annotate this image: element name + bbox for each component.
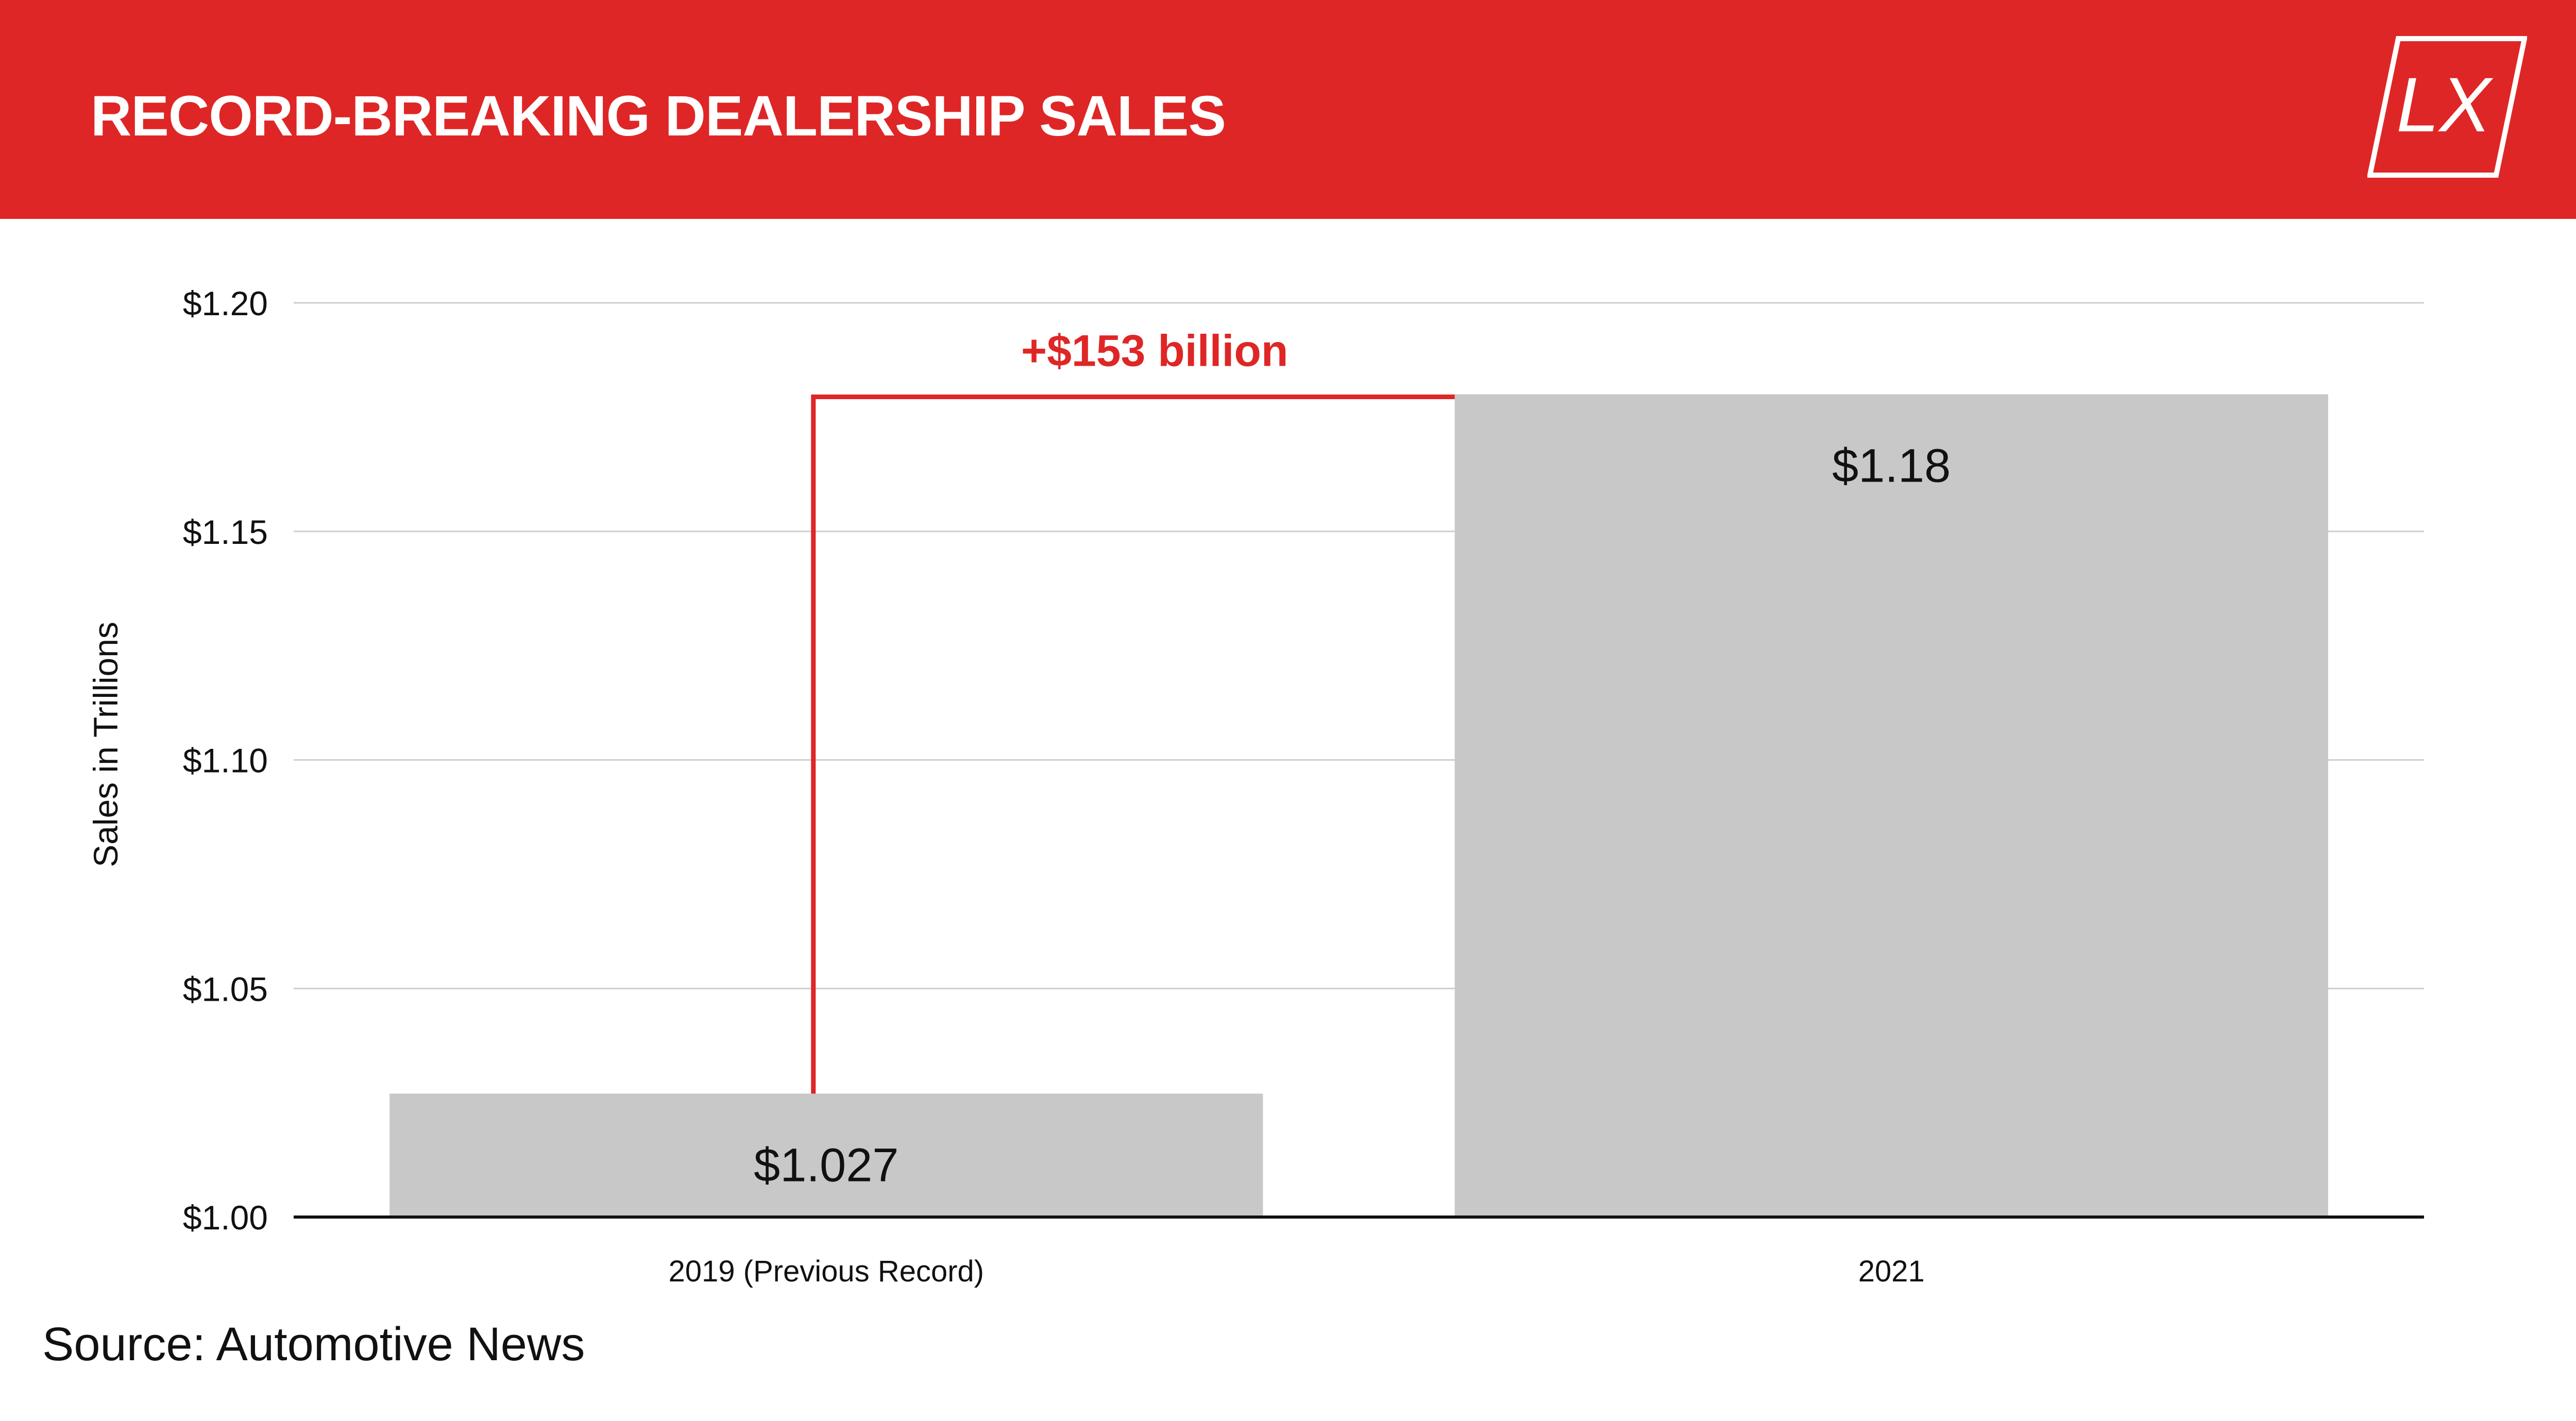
header-banner: RECORD-BREAKING DEALERSHIP SALES LX xyxy=(0,0,2576,219)
y-tick-label: $1.10 xyxy=(183,742,268,780)
bar-value-label: $1.18 xyxy=(1832,440,1951,492)
y-tick-label: $1.05 xyxy=(183,970,268,1008)
y-tick-label: $1.20 xyxy=(183,284,268,322)
logo-text: LX xyxy=(2396,61,2493,148)
page-title: RECORD-BREAKING DEALERSHIP SALES xyxy=(91,84,1226,148)
difference-bracket xyxy=(811,395,1455,1094)
difference-annotation: +$153 billion xyxy=(1021,327,1289,376)
lx-logo-icon: LX xyxy=(2367,36,2527,178)
source-note: Source: Automotive News xyxy=(42,1318,585,1371)
x-tick-label: 2021 xyxy=(1858,1255,1925,1288)
y-axis-label: Sales in Trillions xyxy=(87,622,125,867)
bar xyxy=(389,1093,1263,1217)
y-tick-label: $1.00 xyxy=(183,1199,268,1237)
y-tick-label: $1.15 xyxy=(183,513,268,551)
x-tick-label: 2019 (Previous Record) xyxy=(668,1255,984,1288)
bar-value-label: $1.027 xyxy=(754,1139,899,1191)
bar xyxy=(1454,394,2328,1217)
